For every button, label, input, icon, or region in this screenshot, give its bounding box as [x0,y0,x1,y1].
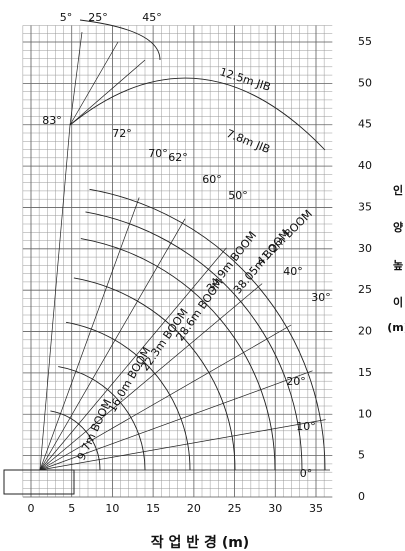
x-tick-label: 35 [309,502,323,515]
angle-label: 72° [112,127,132,140]
angle-label: 0° [300,467,313,480]
jib [69,31,83,126]
angle-label: 83° [42,114,62,127]
jib [69,59,146,126]
angle-line [39,283,263,471]
angle-label: 45° [142,11,162,24]
y-tick-label: 35 [358,200,372,213]
boom [39,124,71,471]
x-tick-label: 5 [68,502,75,515]
y-tick-label: 5 [358,449,365,462]
angle-line [39,197,140,471]
angle-line [39,247,227,471]
y-tick-label: 50 [358,76,372,89]
angle-label: 40° [283,265,303,278]
y-tick-label: 55 [358,35,372,48]
angle-label: 25° [88,11,108,24]
jib [69,41,119,126]
x-tick-label: 15 [146,502,160,515]
jib-arc [69,77,326,151]
x-tick-label: 10 [105,502,119,515]
angle-line [39,324,292,471]
boom-label: 41.2m BOOM [254,207,315,268]
x-tick-label: 0 [28,502,35,515]
angle-label: 50° [228,189,248,202]
x-tick-label: 20 [187,502,201,515]
y-axis-label: 양 [393,220,403,234]
boom-label: 7.8m JIB [225,127,272,156]
y-tick-label: 30 [358,242,372,255]
y-axis-label: 이 [393,295,403,309]
jib-arc [79,19,161,61]
y-tick-label: 45 [358,118,372,131]
crane-body [3,469,75,495]
x-axis-label: 작 업 반 경 (m) [151,534,249,551]
angle-label: 60° [202,173,222,186]
y-tick-label: 20 [358,325,372,338]
angle-label: 10° [296,420,316,433]
grid [22,25,333,498]
y-axis-label: 높 [393,259,403,272]
y-axis-label: 인 [393,183,403,197]
angle-label: 30° [311,291,331,304]
x-tick-label: 25 [228,502,242,515]
angle-line [39,419,326,471]
y-tick-label: 10 [358,407,372,420]
boom-arcs [3,19,330,495]
y-tick-label: 15 [358,366,372,379]
y-tick-label: 0 [358,490,365,503]
angle-line [39,370,313,471]
angle-line [39,218,186,471]
y-tick-label: 25 [358,283,372,296]
angle-label: 62° [168,151,188,164]
angle-label: 20° [286,375,306,388]
y-tick-label: 40 [358,159,372,172]
angle-label: 70° [148,147,168,160]
y-axis-label: (m) [387,321,405,334]
angle-label: 5° [60,11,73,24]
x-tick-label: 30 [268,502,282,515]
